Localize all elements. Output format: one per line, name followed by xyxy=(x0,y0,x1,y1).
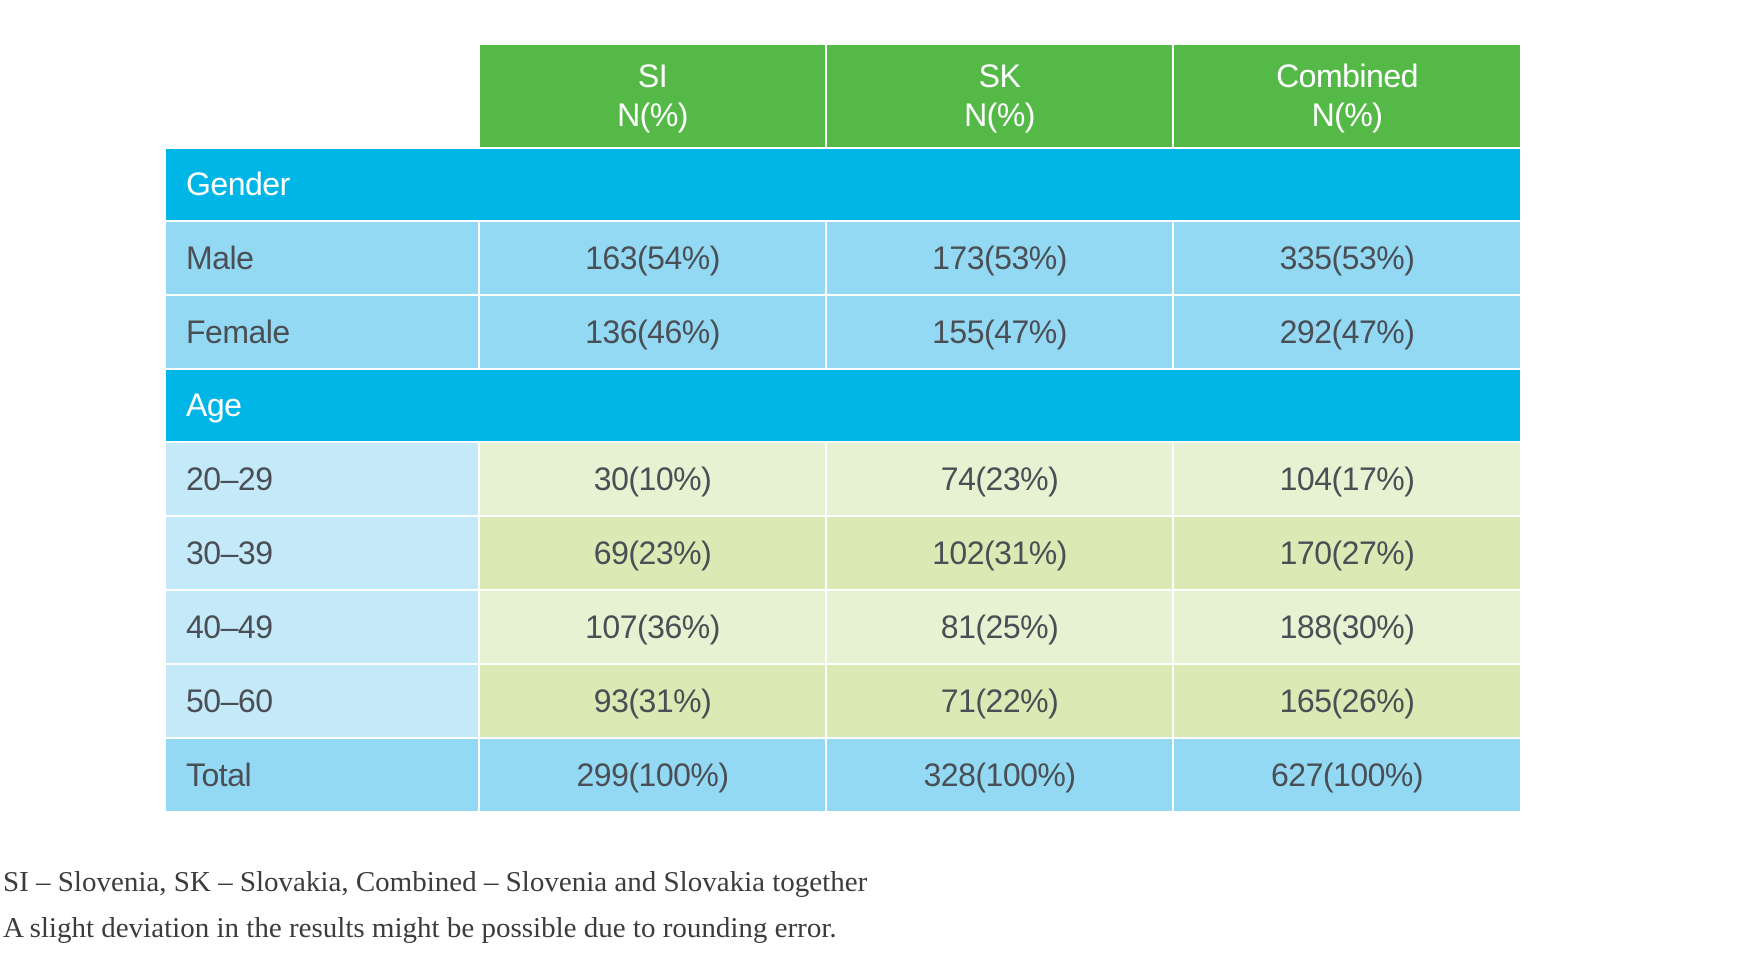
column-header-label: Combined xyxy=(1276,58,1418,94)
row-label: Male xyxy=(166,222,480,296)
table-cell: 107(36%) xyxy=(480,591,827,665)
table-cell: 69(23%) xyxy=(480,517,827,591)
column-header-unit: N(%) xyxy=(1311,97,1383,133)
table-cell: 188(30%) xyxy=(1174,591,1520,665)
footnote-abbreviations: SI – Slovenia, SK – Slovakia, Combined –… xyxy=(3,866,868,898)
row-label: 50–60 xyxy=(166,665,480,739)
table-cell: 81(25%) xyxy=(827,591,1174,665)
total-row: Total 299(100%) 328(100%) 627(100%) xyxy=(166,739,1520,813)
table-cell: 173(53%) xyxy=(827,222,1174,296)
table-cell: 136(46%) xyxy=(480,296,827,370)
table-cell: 102(31%) xyxy=(827,517,1174,591)
column-header-combined: Combined N(%) xyxy=(1174,45,1520,149)
table-header-row: SI N(%) SK N(%) Combined N(%) xyxy=(166,45,1520,149)
row-label: 30–39 xyxy=(166,517,480,591)
table-row: 20–29 30(10%) 74(23%) 104(17%) xyxy=(166,443,1520,517)
section-row-age: Age xyxy=(166,370,1520,443)
table-row: Male 163(54%) 173(53%) 335(53%) xyxy=(166,222,1520,296)
column-header-unit: N(%) xyxy=(617,97,688,133)
section-title: Age xyxy=(166,370,1520,443)
table-cell: 627(100%) xyxy=(1174,739,1520,813)
table-cell: 170(27%) xyxy=(1174,517,1520,591)
row-label: Total xyxy=(166,739,480,813)
row-label: 20–29 xyxy=(166,443,480,517)
footnote-rounding: A slight deviation in the results might … xyxy=(3,912,837,944)
table-row: Female 136(46%) 155(47%) 292(47%) xyxy=(166,296,1520,370)
table-row: 40–49 107(36%) 81(25%) 188(30%) xyxy=(166,591,1520,665)
section-title: Gender xyxy=(166,149,1520,222)
table-cell: 163(54%) xyxy=(480,222,827,296)
table-cell: 93(31%) xyxy=(480,665,827,739)
column-header-si: SI N(%) xyxy=(480,45,827,149)
column-header-label: SI xyxy=(637,58,668,94)
table-cell: 104(17%) xyxy=(1174,443,1520,517)
table-footnotes: SI – Slovenia, SK – Slovakia, Combined –… xyxy=(3,859,867,951)
table-cell: 155(47%) xyxy=(827,296,1174,370)
table-cell: 328(100%) xyxy=(827,739,1174,813)
column-header-label: SK xyxy=(978,58,1021,94)
table-cell: 299(100%) xyxy=(480,739,827,813)
table-cell: 30(10%) xyxy=(480,443,827,517)
table-cell: 292(47%) xyxy=(1174,296,1520,370)
column-header-sk: SK N(%) xyxy=(827,45,1174,149)
column-header-unit: N(%) xyxy=(964,97,1035,133)
table-row: 30–39 69(23%) 102(31%) 170(27%) xyxy=(166,517,1520,591)
table-cell: 335(53%) xyxy=(1174,222,1520,296)
table-cell: 165(26%) xyxy=(1174,665,1520,739)
table-row: 50–60 93(31%) 71(22%) 165(26%) xyxy=(166,665,1520,739)
table-cell: 71(22%) xyxy=(827,665,1174,739)
row-label: 40–49 xyxy=(166,591,480,665)
demographics-table: SI N(%) SK N(%) Combined N(%) Gender Mal… xyxy=(166,45,1520,813)
header-empty-cell xyxy=(166,45,480,149)
table-cell: 74(23%) xyxy=(827,443,1174,517)
row-label: Female xyxy=(166,296,480,370)
section-row-gender: Gender xyxy=(166,149,1520,222)
